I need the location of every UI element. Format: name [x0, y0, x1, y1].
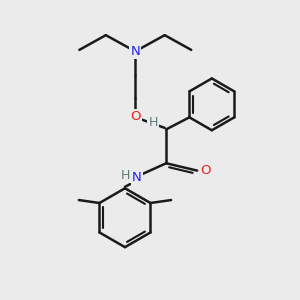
Text: O: O [200, 164, 211, 177]
Text: N: N [132, 172, 142, 184]
Text: N: N [130, 45, 140, 58]
Text: O: O [130, 110, 140, 123]
Text: H: H [120, 169, 130, 182]
Text: H: H [148, 116, 158, 128]
